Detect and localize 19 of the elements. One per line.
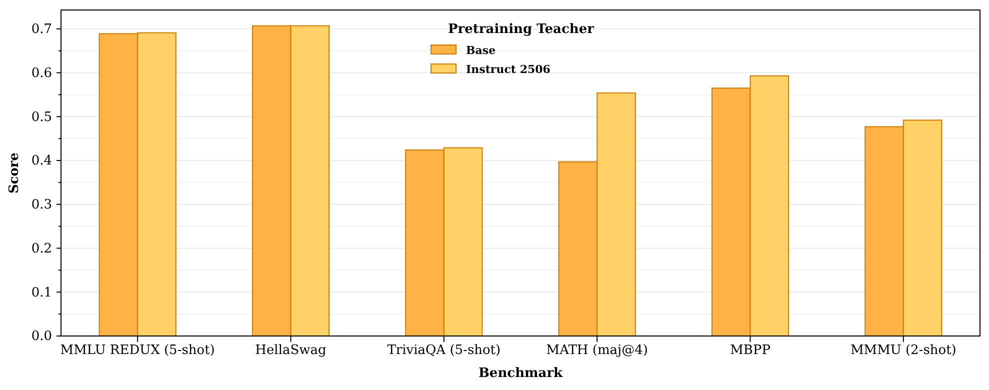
y-tick-label: 0.7: [31, 22, 52, 38]
y-tick-label: 0.5: [31, 110, 52, 125]
y-tick-label: 0.2: [31, 241, 52, 256]
x-tick-label: TriviaQA (5-shot): [387, 343, 501, 358]
y-tick-label: 0.4: [31, 154, 52, 169]
y-axis-title: Score: [7, 152, 22, 194]
legend-label: Base: [466, 44, 496, 57]
x-tick-label: MBPP: [730, 343, 771, 358]
y-tick-label: 0.3: [31, 198, 52, 213]
y-tick-label: 0.6: [31, 66, 52, 81]
y-tick-label: 0.1: [31, 285, 52, 300]
x-tick-label: MATH (maj@4): [546, 343, 648, 358]
x-axis-title: Benchmark: [478, 366, 564, 381]
legend-title: Pretraining Teacher: [448, 22, 594, 37]
x-tick-label: MMLU REDUX (5-shot): [60, 343, 215, 358]
x-tick-label: MMMU (2-shot): [850, 343, 956, 358]
y-tick-label: 0.0: [31, 329, 52, 344]
legend-label: Instruct 2506: [466, 63, 551, 76]
x-tick-label: HellaSwag: [255, 343, 326, 358]
